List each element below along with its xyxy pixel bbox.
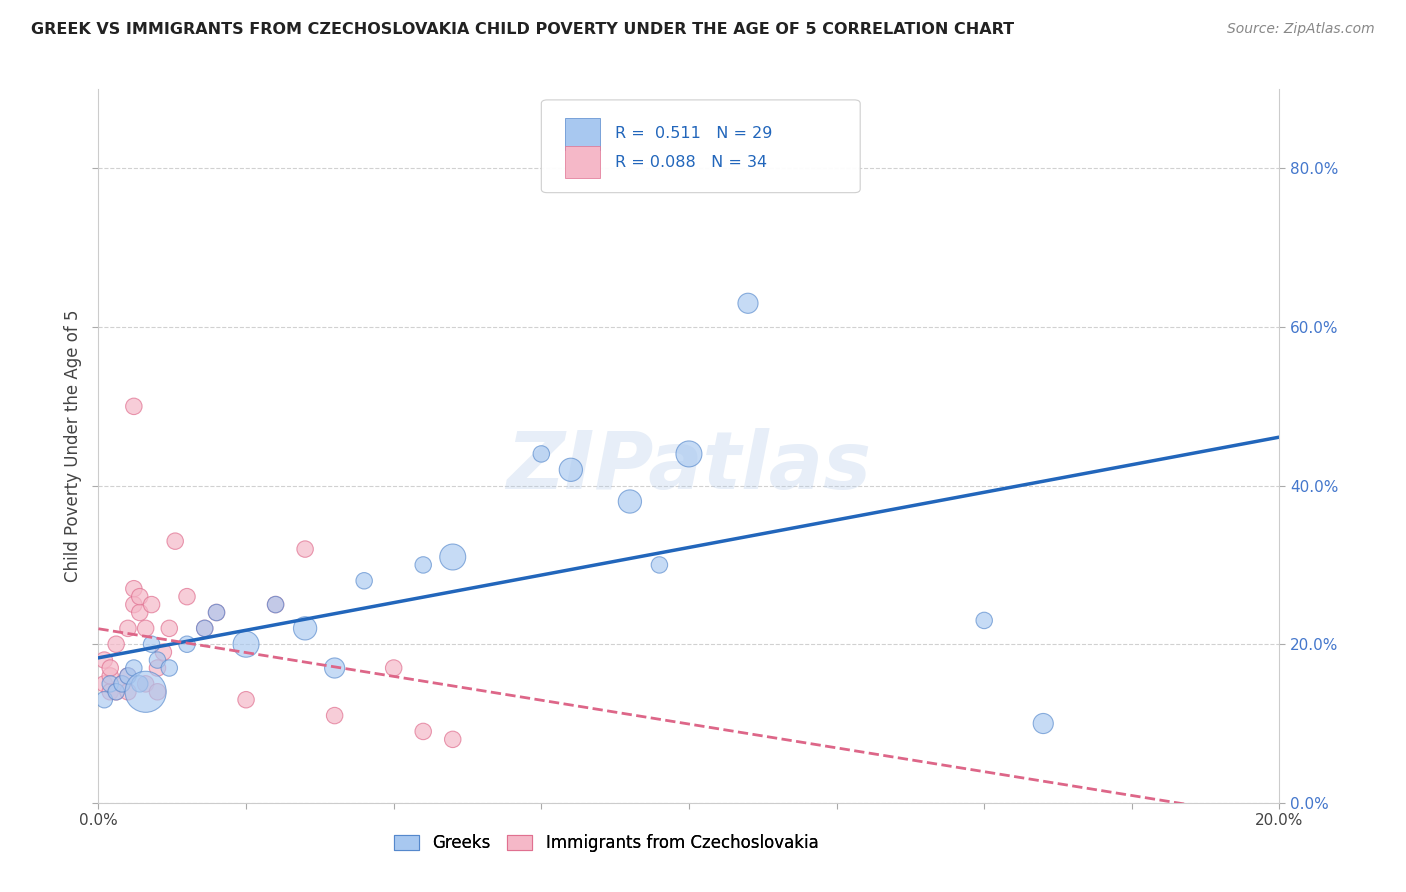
Point (235, 692, 257, 706)
Point (1032, 716, 1054, 731)
Point (737, 296, 759, 310)
Point (122, 598, 145, 612)
Point (117, 669, 139, 683)
Point (264, 598, 287, 612)
Point (176, 637, 198, 651)
Point (117, 685, 139, 699)
Point (128, 606, 150, 620)
Point (105, 685, 128, 699)
Point (530, 447, 553, 461)
Point (146, 661, 169, 675)
Point (128, 590, 150, 604)
Point (122, 661, 145, 675)
Point (648, 558, 671, 572)
Point (135, 621, 157, 635)
FancyBboxPatch shape (565, 146, 600, 178)
Point (235, 637, 257, 651)
Point (135, 685, 157, 699)
Point (441, 549, 464, 564)
Point (105, 685, 128, 699)
Point (141, 598, 163, 612)
Legend: Greeks, Immigrants from Czechoslovakia: Greeks, Immigrants from Czechoslovakia (388, 828, 825, 859)
Point (205, 606, 228, 620)
Text: R = 0.088   N = 34: R = 0.088 N = 34 (614, 155, 766, 169)
Point (412, 724, 434, 739)
Point (122, 400, 145, 414)
Point (122, 582, 145, 596)
Point (93, 692, 115, 706)
Point (560, 463, 582, 477)
Point (194, 621, 217, 635)
Point (353, 574, 375, 588)
Text: R =  0.511   N = 29: R = 0.511 N = 29 (614, 127, 772, 141)
Point (264, 598, 287, 612)
Point (105, 637, 128, 651)
Point (157, 621, 180, 635)
Point (973, 614, 995, 628)
Point (678, 447, 700, 461)
Point (176, 590, 198, 604)
Point (205, 606, 228, 620)
Point (98, 661, 121, 675)
FancyBboxPatch shape (541, 100, 860, 193)
Point (98, 685, 121, 699)
Point (117, 621, 139, 635)
FancyBboxPatch shape (565, 118, 600, 150)
Point (382, 661, 405, 675)
Text: GREEK VS IMMIGRANTS FROM CZECHOSLOVAKIA CHILD POVERTY UNDER THE AGE OF 5 CORRELA: GREEK VS IMMIGRANTS FROM CZECHOSLOVAKIA … (31, 22, 1014, 37)
Point (294, 621, 316, 635)
Point (194, 621, 217, 635)
Text: Source: ZipAtlas.com: Source: ZipAtlas.com (1227, 22, 1375, 37)
Point (294, 542, 316, 557)
Point (146, 685, 169, 699)
Point (165, 534, 187, 549)
Point (441, 732, 464, 747)
Point (157, 661, 180, 675)
Point (141, 637, 163, 651)
Point (93, 677, 115, 691)
Point (412, 558, 434, 572)
Text: ZIPatlas: ZIPatlas (506, 428, 872, 507)
Point (152, 645, 174, 659)
Point (93, 653, 115, 667)
Point (98, 669, 121, 683)
Point (146, 653, 169, 667)
Point (117, 669, 139, 683)
Point (111, 677, 134, 691)
Point (111, 677, 134, 691)
Point (98, 677, 121, 691)
Y-axis label: Child Poverty Under the Age of 5: Child Poverty Under the Age of 5 (63, 310, 82, 582)
Point (135, 677, 157, 691)
Point (323, 661, 346, 675)
Point (619, 494, 641, 508)
Point (128, 677, 150, 691)
Point (323, 708, 346, 723)
